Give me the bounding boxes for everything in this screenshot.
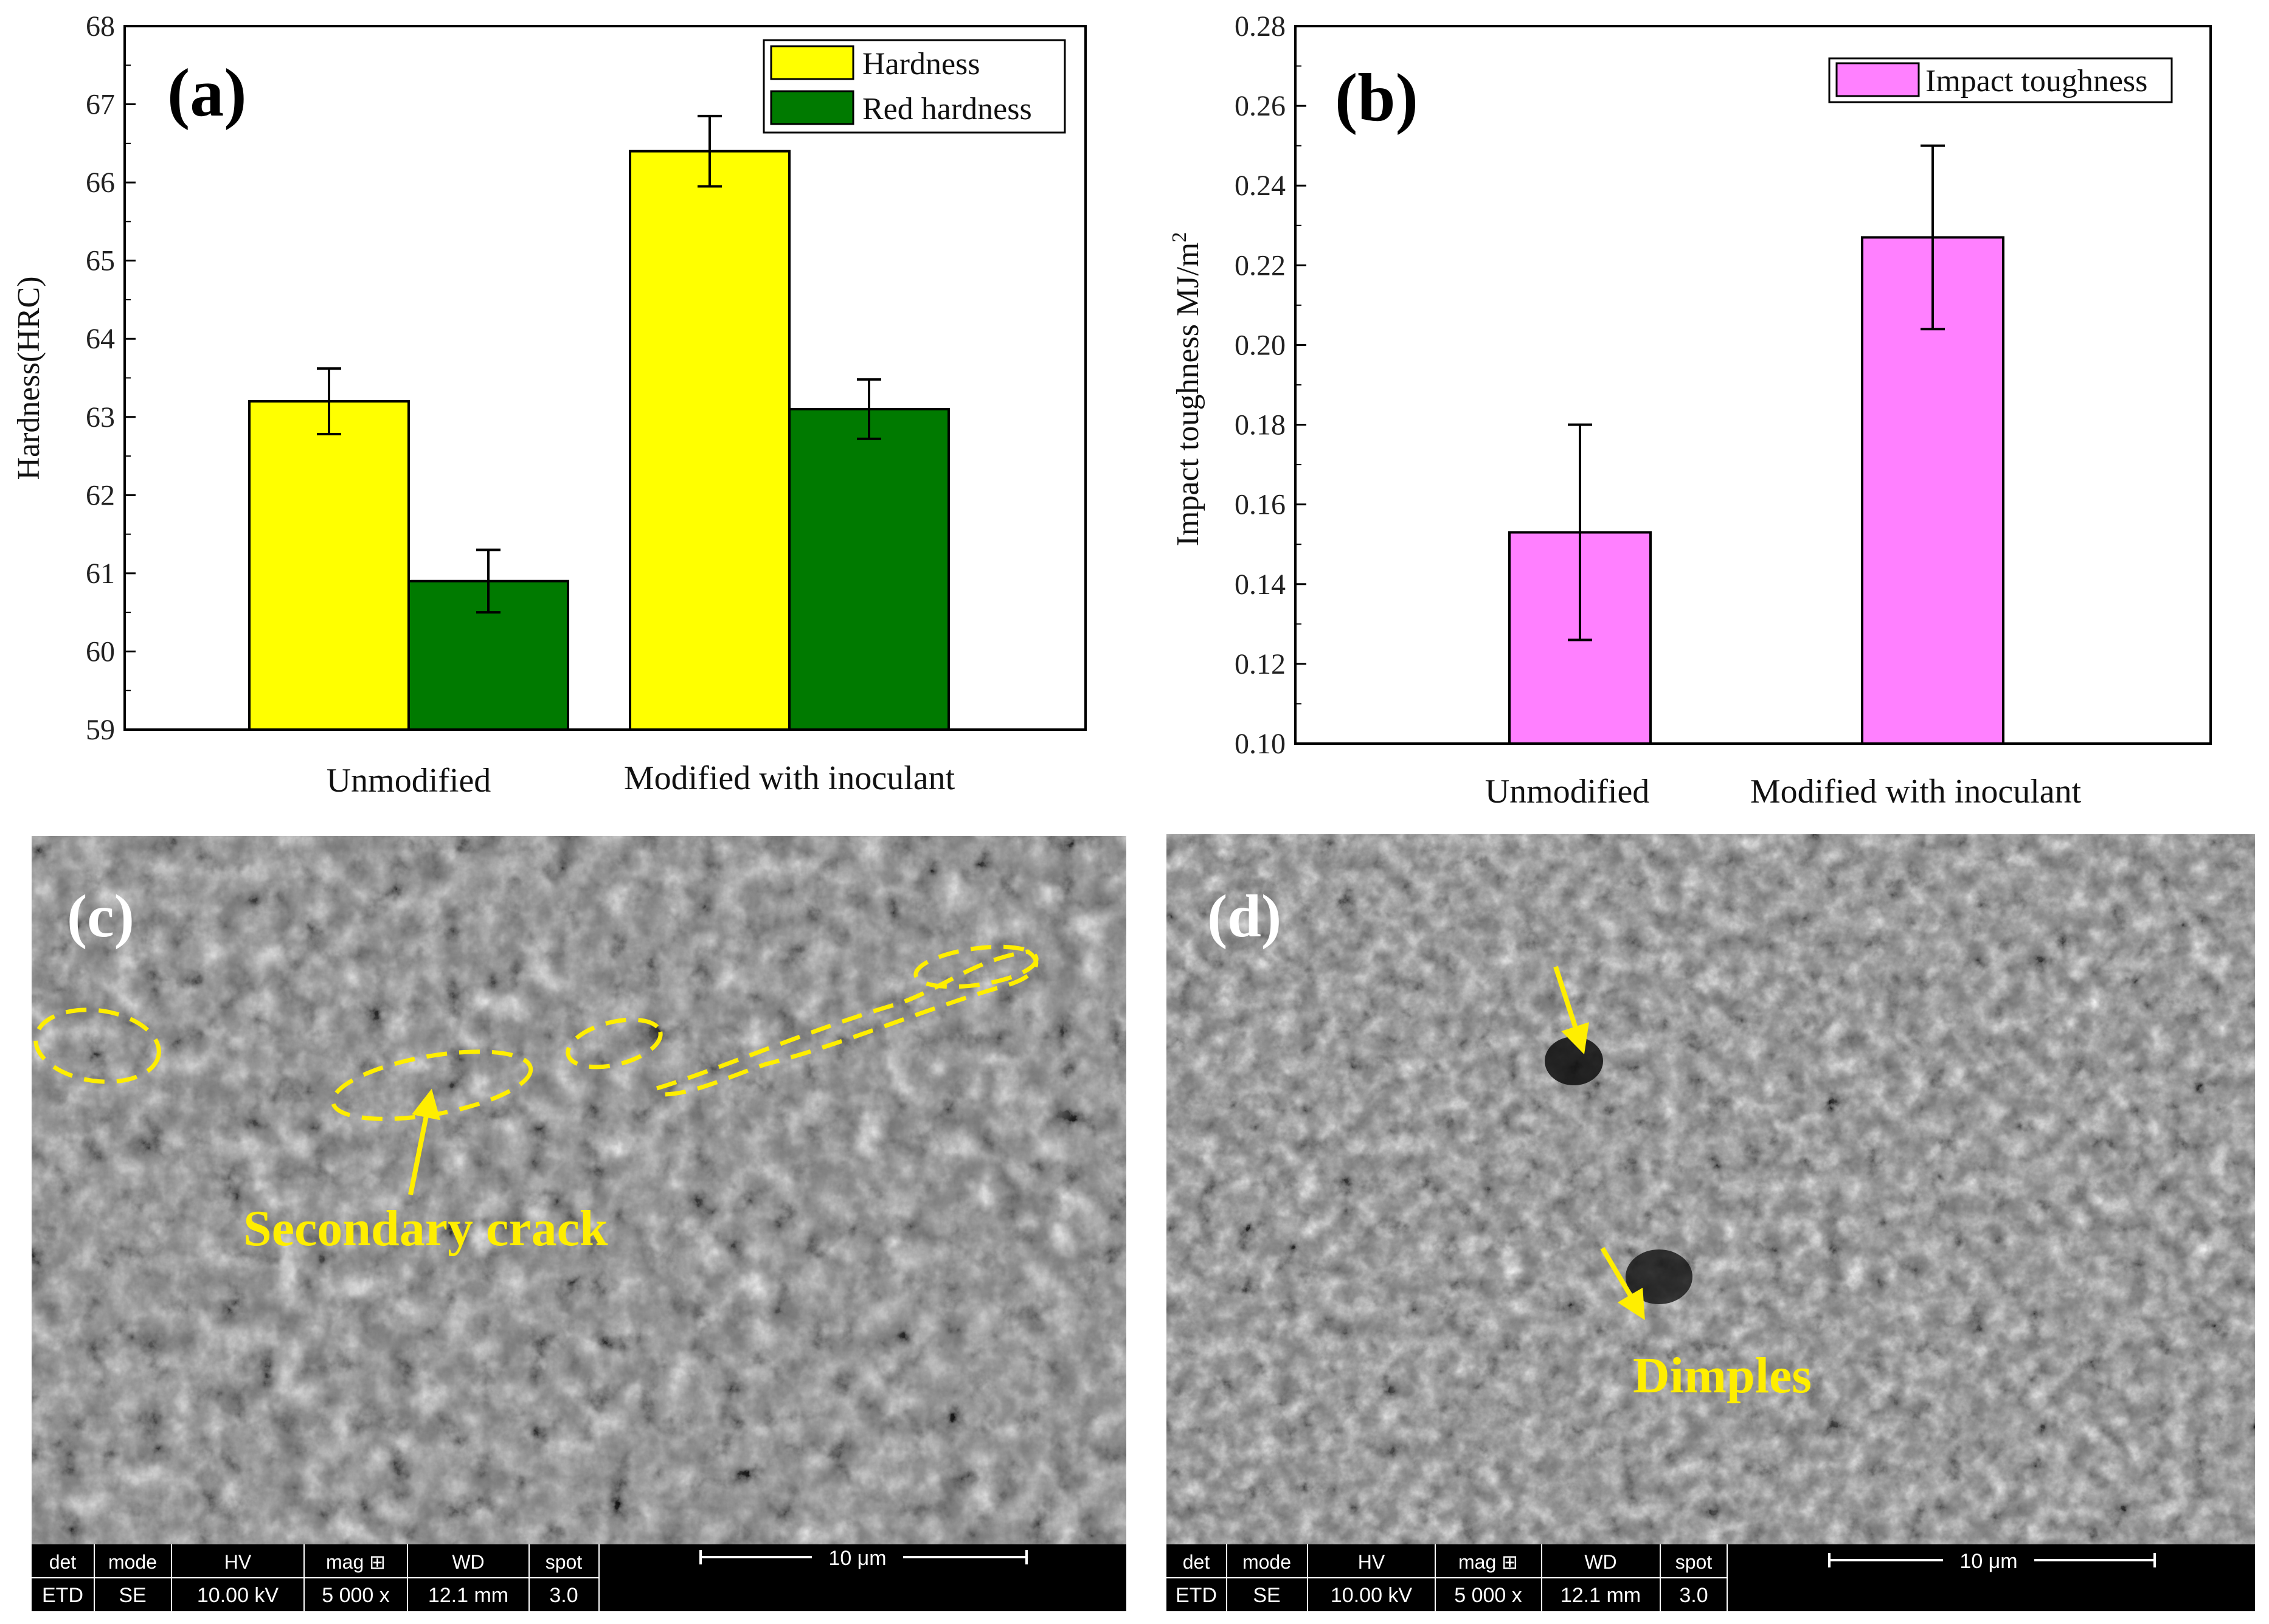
chart-b-y-axis: 0.10 0.12 0.14 0.16 0.18 0.20 0.22 0.24 0.26 0.28 [1235, 10, 1306, 760]
y-tick-label: 60 [86, 635, 115, 668]
sem-d-texture [1166, 834, 2255, 1544]
sem-c-value: 12.1 mm [428, 1584, 508, 1607]
sem-c-header: spot [546, 1551, 583, 1573]
chart-a-legend: Hardness Red hardness [763, 39, 1066, 134]
chart-b-y-axis-label: Impact toughness MJ/m2 [1168, 232, 1205, 547]
secondary-crack-label: Secondary crack [243, 1200, 608, 1257]
legend-label-red-hardness: Red hardness [862, 92, 1032, 126]
y-tick-label: 63 [86, 401, 115, 434]
sem-c-header: HV [224, 1551, 252, 1573]
y-tick-label: 0.16 [1235, 489, 1286, 521]
chart-a-category-label: Modified with inoculant [624, 759, 955, 797]
chart-a-y-axis-label: Hardness(HRC) [12, 276, 46, 480]
dimple-arrow [1553, 966, 1589, 1055]
legend-swatch-red-hardness [770, 90, 854, 125]
chart-b: 0.10 0.12 0.14 0.16 0.18 0.20 0.22 0.24 0.26 0.28… [1168, 10, 2212, 810]
sem-image-c: (c) Secondary crack det mode HV [32, 836, 1126, 1611]
dimple-arrow [1600, 1246, 1645, 1321]
sem-d-header: det [1183, 1551, 1210, 1573]
y-tick-label: 64 [86, 323, 115, 355]
chart-a-y-axis: 59 60 61 62 63 64 65 66 67 68 [86, 10, 136, 746]
chart-b-y-axis-label-text: Impact toughness MJ/m [1171, 243, 1205, 547]
sem-d-header: WD [1584, 1551, 1616, 1573]
crack-pointer-arrow [408, 1088, 441, 1195]
sem-d-value: 3.0 [1679, 1584, 1708, 1607]
chart-b-y-axis-label-sup: 2 [1168, 232, 1191, 243]
sem-d-panel-label: (d) [1207, 882, 1281, 950]
chart-b-bars [1508, 144, 2004, 745]
sem-c-value: 3.0 [549, 1584, 578, 1607]
y-tick-label: 68 [86, 10, 115, 43]
bar-hardness [248, 400, 410, 731]
chart-a-panel-label: (a) [167, 55, 247, 131]
dimple [1626, 1249, 1692, 1304]
sem-d-value: ETD [1176, 1584, 1217, 1607]
y-tick-label: 0.18 [1235, 409, 1286, 441]
y-tick-label: 0.24 [1235, 170, 1286, 202]
sem-c-info-bar: det mode HV mag ⊞ WD spot ETD SE 10.00 k… [32, 1544, 1126, 1611]
y-tick-label: 0.20 [1235, 329, 1286, 361]
legend-label-impact-toughness: Impact toughness [1925, 64, 2147, 98]
y-tick-label: 0.10 [1235, 728, 1286, 760]
sem-d-header: mode [1242, 1551, 1291, 1573]
sem-c-scale-label: 10 μm [828, 1547, 886, 1570]
bar-hardness [629, 150, 791, 731]
sem-d-info-bar: det mode HV mag ⊞ WD spot ETD SE 10.00 k… [1166, 1544, 2255, 1611]
sem-c-value: ETD [42, 1584, 83, 1607]
sem-d-value: 10.00 kV [1331, 1584, 1413, 1607]
sem-d-header: spot [1675, 1551, 1713, 1573]
sem-image-d: (d) Dimples det mode HV mag ⊞ WD spot ET… [1166, 834, 2255, 1611]
sem-d-value: 5 000 x [1454, 1584, 1522, 1607]
sem-c-value: 10.00 kV [197, 1584, 279, 1607]
dimple [1545, 1037, 1603, 1085]
sem-d-value: 12.1 mm [1561, 1584, 1641, 1607]
y-tick-label: 67 [86, 89, 115, 121]
chart-b-category-label: Modified with inoculant [1750, 773, 2082, 810]
y-tick-label: 65 [86, 245, 115, 277]
sem-d-header: mag ⊞ [1458, 1551, 1518, 1573]
sem-c-value: SE [119, 1584, 146, 1607]
y-tick-label: 61 [86, 558, 115, 590]
dimples-label: Dimples [1633, 1347, 1812, 1404]
y-tick-label: 59 [86, 714, 115, 746]
sem-d-value: SE [1253, 1584, 1280, 1607]
bar-red-hardness [788, 407, 950, 731]
y-tick-label: 0.26 [1235, 90, 1286, 122]
y-tick-label: 62 [86, 479, 115, 511]
sem-d-scale-bar [1828, 1553, 2156, 1567]
chart-b-frame [1294, 25, 2212, 745]
sem-c-header: mode [108, 1551, 157, 1573]
chart-a-bars [248, 114, 950, 731]
sem-d-header: HV [1358, 1551, 1385, 1573]
y-tick-label: 0.28 [1235, 10, 1286, 43]
chart-a: 59 60 61 62 63 64 65 66 67 68 Unmodified Modified… [12, 10, 1087, 800]
y-tick-label: 0.14 [1235, 568, 1286, 601]
y-tick-label: 0.12 [1235, 648, 1286, 680]
sem-c-texture [32, 836, 1126, 1544]
sem-c-value: 5 000 x [322, 1584, 390, 1607]
chart-b-legend: Impact toughness [1828, 57, 2173, 103]
sem-c-header: det [49, 1551, 77, 1573]
sem-d-scale-label: 10 μm [1959, 1550, 2017, 1573]
sem-c-scale-bar [699, 1550, 1028, 1564]
legend-label-hardness: Hardness [862, 47, 980, 81]
chart-b-panel-label: (b) [1335, 60, 1418, 136]
legend-swatch-impact-toughness [1835, 62, 1920, 97]
y-tick-label: 0.22 [1235, 249, 1286, 282]
sem-c-header: mag ⊞ [326, 1551, 386, 1573]
y-tick-label: 66 [86, 167, 115, 199]
chart-a-category-label: Unmodified [327, 762, 491, 800]
sem-c-panel-label: (c) [67, 882, 134, 950]
chart-b-category-label: Unmodified [1485, 773, 1650, 810]
legend-swatch-hardness [770, 45, 854, 80]
sem-c-header: WD [452, 1551, 484, 1573]
